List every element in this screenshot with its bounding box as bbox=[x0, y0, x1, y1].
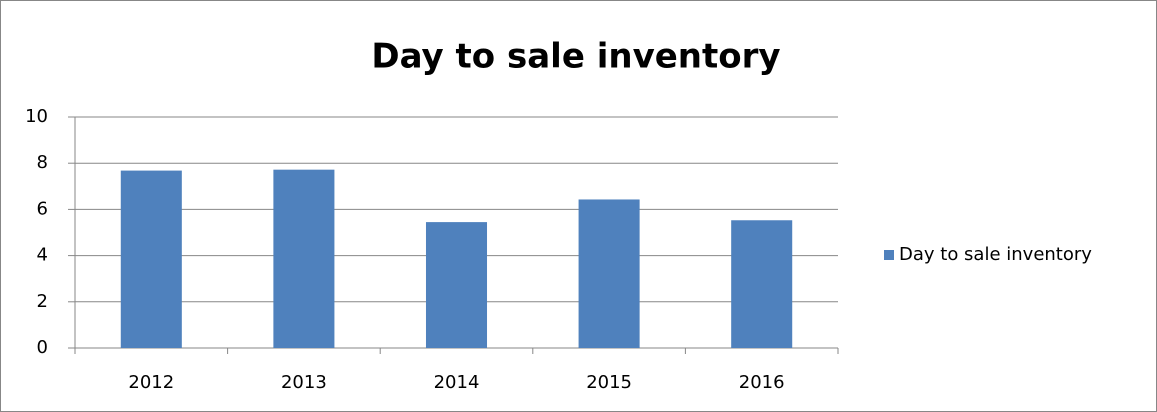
legend-label: Day to sale inventory bbox=[899, 244, 1092, 265]
legend-swatch bbox=[884, 250, 894, 260]
bar bbox=[731, 220, 793, 348]
bar bbox=[273, 169, 335, 348]
x-tick-label: 2016 bbox=[739, 372, 785, 393]
y-tick-label: 0 bbox=[37, 337, 48, 358]
y-tick-label: 2 bbox=[37, 291, 48, 312]
x-tick-label: 2014 bbox=[434, 372, 480, 393]
x-tick-label: 2012 bbox=[128, 372, 174, 393]
bar bbox=[425, 222, 488, 348]
bar bbox=[120, 170, 182, 348]
y-tick-label: 8 bbox=[37, 152, 48, 173]
y-tick-label: 6 bbox=[37, 198, 48, 219]
x-tick-label: 2013 bbox=[281, 372, 327, 393]
bar bbox=[578, 199, 640, 348]
y-tick-label: 10 bbox=[25, 106, 48, 127]
x-tick-label: 2015 bbox=[586, 372, 632, 393]
y-tick-label: 4 bbox=[37, 245, 48, 266]
chart-title: Day to sale inventory bbox=[371, 37, 780, 77]
